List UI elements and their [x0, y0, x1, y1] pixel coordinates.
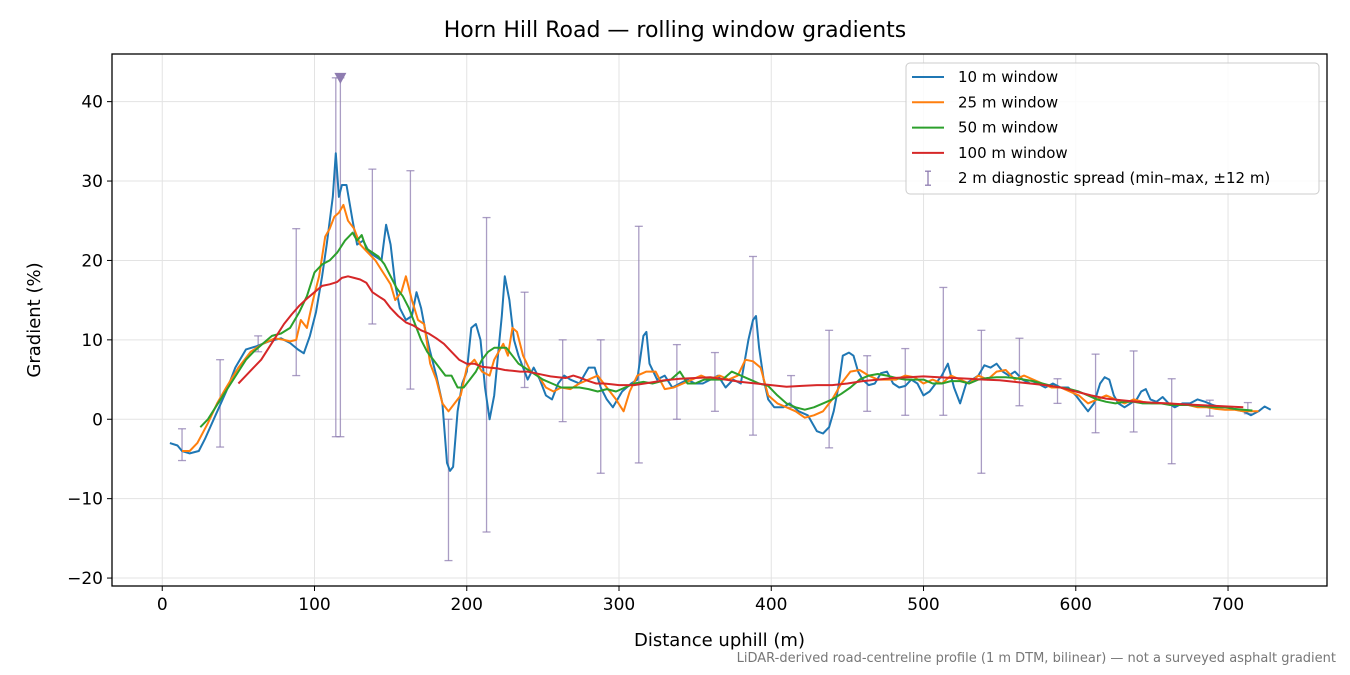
y-tick-label: 0	[92, 410, 103, 430]
legend-entry: 10 m window	[912, 68, 1058, 86]
errorbar	[558, 339, 567, 423]
x-tick-label: 300	[603, 595, 635, 615]
errorbar	[406, 170, 415, 390]
y-tick-label: 10	[81, 331, 103, 351]
legend-entry: 2 m diagnostic spread (min–max, ±12 m)	[925, 169, 1270, 187]
axes-layer: 0 100 200 300 400 500 600 700 −20 −10 0 10 20 30 40 Dis…	[24, 53, 1328, 651]
x-tick-label: 200	[451, 595, 483, 615]
errorbar	[596, 339, 605, 474]
errorbar	[787, 374, 796, 408]
y-tick-label: −20	[67, 569, 103, 589]
x-tick-label: 0	[157, 595, 168, 615]
errorbar	[901, 347, 910, 416]
errorbar	[1053, 378, 1062, 405]
legend-label: 2 m diagnostic spread (min–max, ±12 m)	[958, 169, 1270, 187]
errorbar	[368, 168, 377, 325]
errorbar	[977, 329, 986, 474]
errorbar	[634, 225, 643, 464]
x-axis-label: Distance uphill (m)	[634, 630, 805, 651]
series-line-4	[237, 275, 1244, 409]
errorbar	[336, 77, 345, 438]
peak-marker	[334, 72, 347, 84]
legend-label: 100 m window	[958, 144, 1068, 162]
errorbar	[1091, 353, 1100, 434]
legend-label: 10 m window	[958, 68, 1058, 86]
y-tick-label: −10	[67, 490, 103, 510]
y-tick-label: 40	[81, 93, 103, 113]
y-tick-label: 20	[81, 251, 103, 271]
x-tick-label: 500	[907, 595, 939, 615]
series-line-3	[199, 231, 1253, 428]
legend-entry: 25 m window	[912, 93, 1058, 111]
x-tick-label: 100	[298, 595, 330, 615]
series-line-1	[169, 152, 1272, 472]
y-tick-label: 30	[81, 172, 103, 192]
legend-box	[905, 62, 1320, 195]
errorbar	[748, 255, 757, 436]
x-tick-label: 400	[755, 595, 787, 615]
errorbar	[1015, 337, 1024, 407]
errorbar	[444, 418, 453, 562]
errorbar	[292, 228, 301, 377]
chart-footnote: LiDAR-derived road-centreline profile (1…	[736, 651, 1336, 666]
x-tick-label: 600	[1060, 595, 1092, 615]
errorbar	[710, 351, 719, 412]
legend-entry: 50 m window	[912, 119, 1058, 137]
errorbar	[1167, 378, 1176, 465]
x-tick-label: 700	[1212, 595, 1244, 615]
legend-label: 25 m window	[958, 93, 1058, 111]
legend-entry: 100 m window	[912, 144, 1068, 162]
errorbar	[1129, 350, 1138, 433]
legend: 10 m window 25 m window 50 m window 100 m w…	[905, 62, 1320, 195]
errorbar	[939, 286, 948, 416]
chart-title: Horn Hill Road — rolling window gradient…	[443, 18, 907, 43]
errorbar	[672, 343, 681, 420]
series-layer	[169, 72, 1272, 562]
legend-label: 50 m window	[958, 119, 1058, 137]
y-axis-label: Gradient (%)	[24, 262, 45, 377]
plot-frame	[111, 53, 1328, 587]
errorbar	[178, 428, 187, 462]
